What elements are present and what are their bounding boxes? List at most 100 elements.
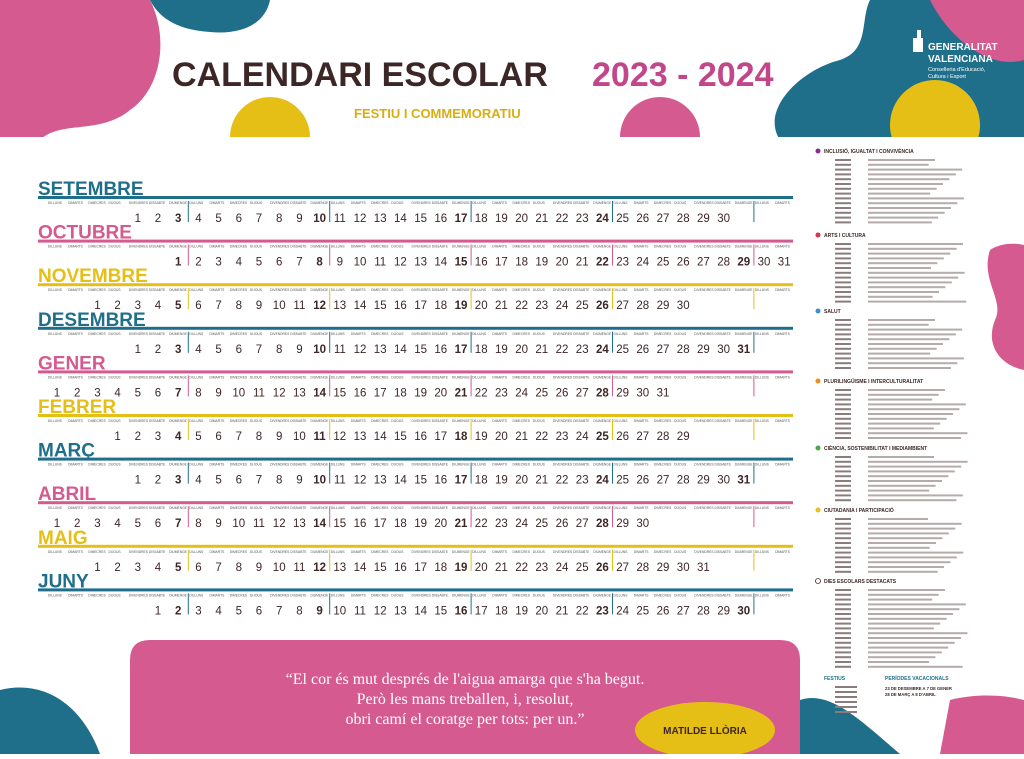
legend-entry [835,617,851,620]
weekday-label: DILLUNS [755,375,770,379]
weekday-label: DIUMENGE [735,593,754,597]
weekday-label: DIVENDRES [412,201,432,205]
weekday-label: DIMECRES [654,593,672,597]
day-number: 15 [394,431,407,443]
legend-entry [868,518,928,520]
weekday-label: DIMARTS [210,375,226,379]
legend-entry [868,207,951,209]
weekday-label: DILLUNS [614,245,629,249]
weekday-label: DIMARTS [634,332,650,336]
weekday-label: DIUMENGE [593,550,612,554]
weekday-label: DIMECRES [513,288,531,292]
weekday-label: DIVENDRES [412,245,432,249]
legend-entry [835,632,851,635]
legend-entry [835,608,851,611]
day-number: 29 [616,518,629,530]
weekday-label: DIVENDRES [694,332,714,336]
weekday-label: DIUMENGE [169,332,188,336]
day-number: 29 [657,562,670,574]
day-number: 29 [717,605,730,617]
weekday-label: DIMECRES [88,506,106,510]
weekday-label: DIJOUS [391,375,404,379]
day-number: 30 [717,475,730,487]
weekday-label: DISSABTE [432,593,449,597]
legend-entry [868,221,932,224]
weekday-label: DIUMENGE [735,550,754,554]
weekday-label: DIUMENGE [311,375,330,379]
weekday-label: DIUMENGE [452,245,471,249]
day-number: 27 [636,431,649,443]
day-number: 16 [455,605,468,617]
weekday-label: DIMECRES [88,245,106,249]
weekday-label: DIVENDRES [270,419,290,423]
month-name: JUNY [38,571,89,592]
weekday-label: DIMECRES [230,593,248,597]
legend-entry [868,427,934,430]
month-rule [38,457,793,461]
weekday-label: DIUMENGE [593,419,612,423]
day-number: 3 [135,562,141,574]
day-number: 1 [135,213,141,225]
weekday-label: DILLUNS [331,506,346,510]
weekday-label: DIUMENGE [452,550,471,554]
legend-entry [868,347,937,350]
weekday-label: DIUMENGE [452,463,471,467]
weekday-label: DILLUNS [189,463,204,467]
weekday-label: DILLUNS [189,201,204,205]
day-number: 8 [316,257,323,269]
weekday-label: DIMARTS [634,506,650,510]
legend-entry [868,367,951,369]
weekday-label: DISSABTE [573,245,590,249]
weekday-label: DISSABTE [715,506,732,510]
weekday-label: DIMECRES [654,245,672,249]
weekday-label: DIMARTS [351,593,367,597]
legend-entry [835,281,851,284]
weekday-label: DIUMENGE [452,419,471,423]
legend-entry [835,197,851,200]
legend-entry [868,627,934,630]
weekday-label: DIMECRES [371,201,389,205]
legend-entry [868,637,961,639]
day-number: 23 [535,562,548,574]
weekday-label: DIMARTS [210,506,226,510]
legend-entry [835,338,851,341]
day-number: 11 [334,475,346,487]
day-number: 4 [114,518,121,530]
weekday-label: DIMECRES [513,201,531,205]
legend-entry [835,393,851,396]
weekday-label: DIJOUS [250,463,263,467]
day-number: 5 [215,475,221,487]
weekday-label: DIVENDRES [553,593,573,597]
day-number: 25 [596,431,609,443]
legend-entry [868,362,958,365]
legend-entry [868,593,939,596]
weekday-label: DIVENDRES [129,419,149,423]
weekday-label: DIJOUS [533,550,546,554]
legend-entry [868,243,963,245]
day-number: 21 [556,605,569,617]
day-number: 13 [374,475,387,487]
day-number: 6 [155,387,161,399]
weekday-label: DIJOUS [674,506,687,510]
weekday-label: DILLUNS [189,245,204,249]
weekday-label: DIMARTS [634,288,650,292]
legend-entry [835,389,851,391]
day-number: 14 [354,300,367,312]
weekday-label: DIMECRES [371,375,389,379]
day-number: 30 [677,562,690,574]
weekday-label: DIMARTS [492,463,508,467]
weekday-label: DILLUNS [331,593,346,597]
day-number: 21 [535,475,548,487]
day-number: 9 [256,562,262,574]
weekday-label: DIMECRES [513,332,531,336]
day-number: 12 [374,605,387,617]
weekday-label: DIMARTS [351,201,367,205]
weekday-label: DILLUNS [331,201,346,205]
day-number: 10 [313,344,326,356]
legend-entry [868,456,934,458]
weekday-label: DIVENDRES [412,375,432,379]
day-number: 18 [515,257,528,269]
weekday-label: DIVENDRES [412,332,432,336]
logo-text: GENERALITAT [928,42,998,53]
day-number: 12 [354,213,367,225]
